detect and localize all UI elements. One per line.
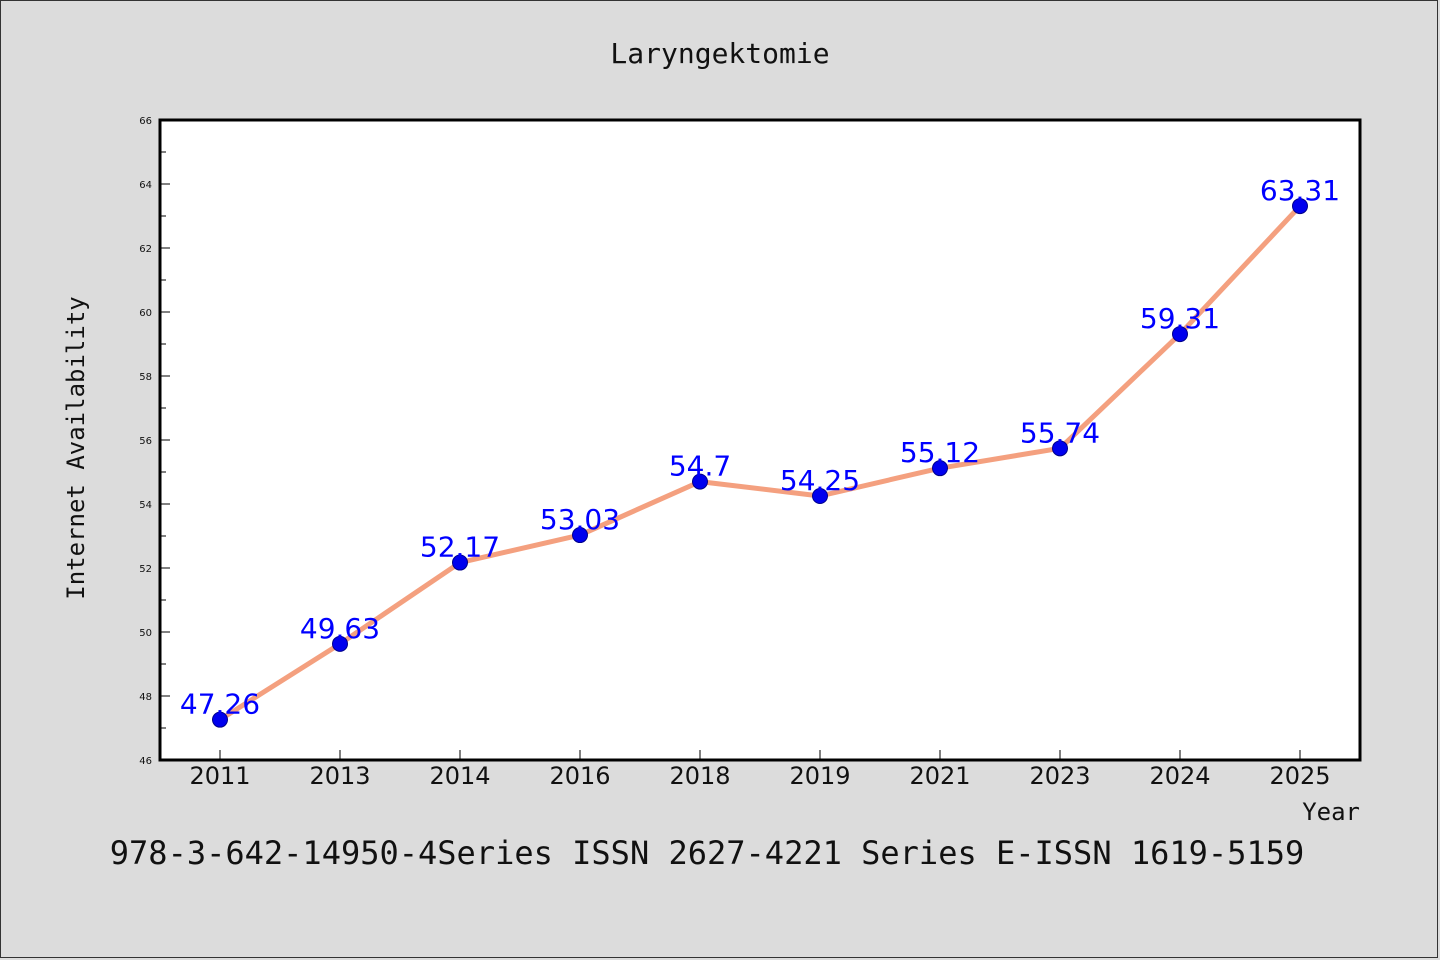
y-tick-label: 46 — [139, 756, 152, 767]
y-tick-label: 62 — [139, 244, 152, 255]
data-point — [932, 460, 948, 477]
y-tick-label: 52 — [139, 564, 152, 575]
y-tick-label: 64 — [139, 180, 152, 191]
data-label: 54.7 — [669, 450, 731, 483]
data-point — [1052, 440, 1068, 457]
data-label: 55.74 — [1020, 416, 1100, 449]
y-tick-label: 56 — [139, 436, 152, 447]
x-tick-label: 2024 — [1149, 762, 1210, 790]
data-markers — [212, 198, 1308, 728]
y-axis: 46 48 50 52 54 56 58 60 62 64 66 — [139, 116, 170, 767]
data-label: 47.26 — [180, 688, 260, 721]
y-tick-label: 50 — [139, 628, 152, 639]
y-tick-label: 58 — [139, 372, 152, 383]
x-tick-label: 2014 — [429, 762, 490, 790]
y-axis-label: Internet Availability — [62, 296, 90, 599]
y-tick-label: 54 — [139, 500, 152, 511]
x-tick-label: 2013 — [309, 762, 370, 790]
plot-area — [158, 118, 1362, 762]
x-tick-label: 2019 — [789, 762, 850, 790]
data-label: 52.17 — [420, 531, 500, 564]
data-point — [812, 488, 828, 504]
data-point — [572, 527, 588, 544]
x-axis-label: Year — [1302, 798, 1360, 826]
x-tick-label: 2011 — [189, 762, 250, 790]
data-point — [1172, 326, 1188, 343]
y-tick-label: 48 — [139, 692, 152, 703]
data-label: 55.12 — [900, 436, 980, 469]
x-tick-label: 2023 — [1029, 762, 1090, 790]
x-tick-label: 2021 — [909, 762, 970, 790]
data-point — [332, 635, 348, 652]
x-tick-label: 2016 — [549, 762, 610, 790]
data-point — [212, 711, 228, 728]
y-tick-label: 66 — [139, 116, 152, 127]
data-label: 53.03 — [540, 503, 620, 536]
y-tick-label: 60 — [139, 308, 152, 319]
data-point — [452, 554, 468, 571]
data-label: 49.63 — [300, 612, 380, 645]
x-axis: 2011 2013 2014 2016 2018 2019 2021 2023 2024 2025 — [189, 750, 1331, 790]
footer-text: 978-3-642-14950-4Series ISSN 2627-4221 S… — [110, 834, 1304, 872]
data-point — [692, 473, 708, 490]
data-label: 59.31 — [1140, 302, 1220, 335]
data-label: 63.31 — [1260, 174, 1340, 207]
x-tick-label: 2018 — [669, 762, 730, 790]
data-label: 54.25 — [780, 464, 860, 497]
chart-title: Laryngektomie — [610, 37, 829, 70]
series-line — [217, 203, 1303, 723]
x-tick-label: 2025 — [1269, 762, 1330, 790]
data-labels: 47.26 49.63 52.17 53.03 54.7 54.25 55.12 55.74 5… — [180, 174, 1340, 721]
data-point — [1292, 198, 1308, 215]
